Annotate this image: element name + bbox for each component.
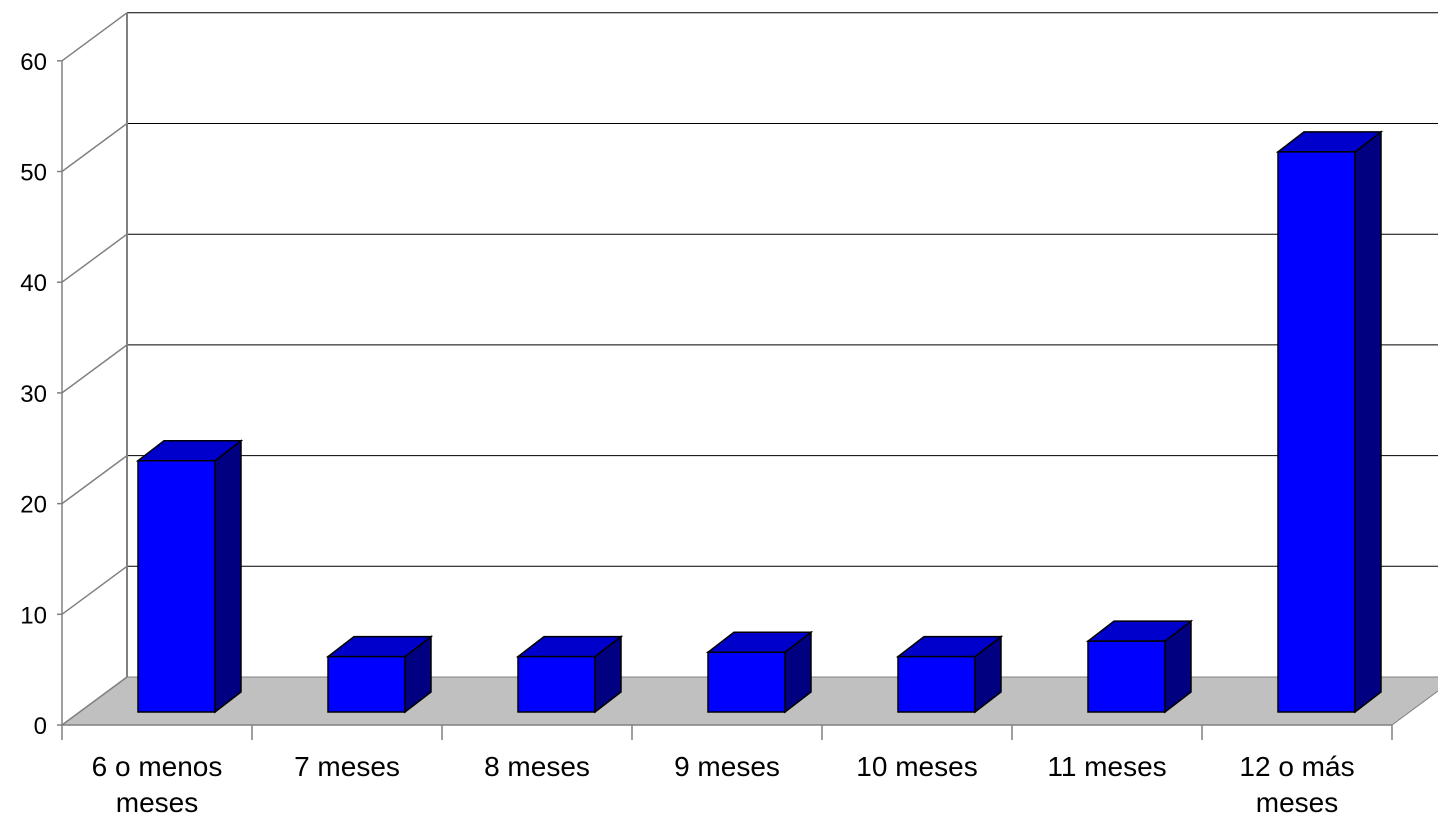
y-tick-label: 60 (20, 49, 47, 76)
chart-labels-layer: 0 10 20 30 40 50 60 6 o menos meses 7 meses 8 mese… (20, 49, 1354, 818)
chart-axis-layer (57, 12, 1393, 740)
side-wall-gridline (61, 565, 128, 615)
x-category-label: 9 meses (674, 751, 780, 782)
bar (895, 635, 1004, 714)
x-category-label-line: meses (116, 787, 198, 818)
bar-front (327, 655, 406, 713)
x-category-label-line: 11 meses (1047, 751, 1166, 782)
x-category-label: 12 o más meses (1239, 751, 1354, 818)
x-category-label-line: 10 meses (856, 751, 977, 782)
chart-grid-layer (61, 12, 1438, 726)
bar-front (1087, 640, 1166, 713)
x-category-label-line: 7 meses (294, 751, 400, 782)
bar-front (1277, 151, 1356, 713)
x-category-label-line: 12 o más (1239, 751, 1354, 782)
y-tick-label: 40 (20, 270, 47, 297)
bar (515, 635, 624, 714)
bar (325, 635, 434, 714)
side-wall-gridline (61, 676, 128, 726)
bar-front (137, 459, 216, 713)
y-tick-label: 20 (20, 492, 47, 519)
y-tick-label: 50 (20, 160, 47, 187)
x-category-label: 6 o menos meses (92, 751, 223, 818)
bar (705, 630, 814, 714)
side-wall-gridline (61, 122, 128, 173)
x-category-label: 10 meses (856, 751, 977, 782)
x-category-label: 7 meses (294, 751, 400, 782)
bar-side (1354, 130, 1382, 714)
x-category-label-line: 6 o menos (92, 751, 223, 782)
bar-side (214, 439, 242, 714)
bar-front (707, 651, 786, 713)
x-category-label-line: 9 meses (674, 751, 780, 782)
side-wall-gridline (61, 344, 128, 394)
bar (1275, 130, 1384, 714)
bar-front (897, 655, 976, 713)
x-category-label-line: 8 meses (484, 751, 590, 782)
y-tick-label: 30 (20, 381, 47, 408)
bar-front (517, 655, 596, 713)
y-tick-label: 0 (34, 713, 47, 740)
chart-bars-layer (135, 130, 1384, 714)
y-tick-label: 10 (20, 602, 47, 629)
bar (1085, 619, 1194, 714)
bar (135, 439, 244, 714)
side-wall-gridline (61, 233, 128, 283)
side-wall-gridline (61, 454, 128, 505)
x-category-label: 11 meses (1047, 751, 1166, 782)
x-category-label: 8 meses (484, 751, 590, 782)
x-category-label-line: meses (1256, 787, 1338, 818)
side-wall-gridline (61, 12, 128, 62)
